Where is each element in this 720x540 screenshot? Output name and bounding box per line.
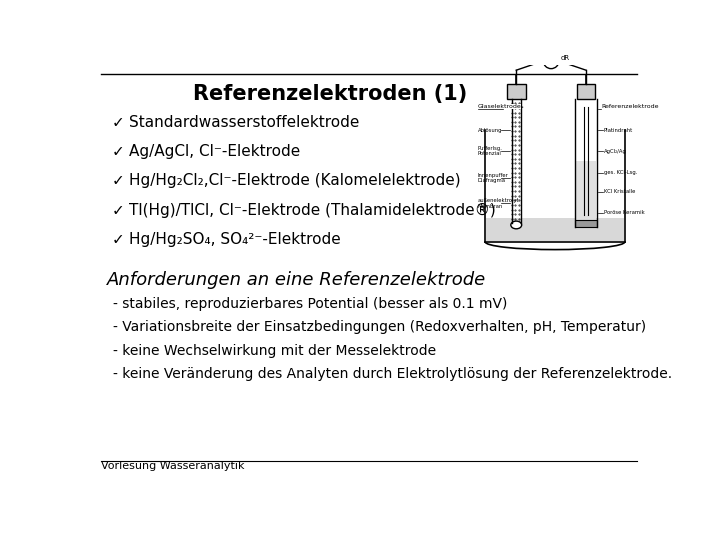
Text: Hg/Hg₂SO₄, SO₄²⁻-Elektrode: Hg/Hg₂SO₄, SO₄²⁻-Elektrode xyxy=(129,232,341,247)
Text: Referenzelektroden (1): Referenzelektroden (1) xyxy=(193,84,467,104)
Text: Referenzelektrode: Referenzelektrode xyxy=(601,104,659,109)
Bar xyxy=(486,218,624,241)
Ellipse shape xyxy=(510,221,522,229)
Text: dR: dR xyxy=(560,55,570,61)
Text: Ag/AgCl, Cl⁻-Elektrode: Ag/AgCl, Cl⁻-Elektrode xyxy=(129,144,300,159)
Text: - keine Wechselwirkung mit der Messelektrode: - keine Wechselwirkung mit der Messelekt… xyxy=(113,343,436,357)
Text: AgCl₂/Ag: AgCl₂/Ag xyxy=(604,148,626,153)
Text: KCl Kristalle: KCl Kristalle xyxy=(604,190,635,194)
Text: Standardwasserstoffelektrode: Standardwasserstoffelektrode xyxy=(129,115,359,130)
Text: Ablösung: Ablösung xyxy=(477,128,502,133)
Text: ✓: ✓ xyxy=(112,232,125,247)
Text: Platindraht: Platindraht xyxy=(604,128,633,133)
Text: ges. KCl-Lsg.: ges. KCl-Lsg. xyxy=(604,170,637,175)
Text: Glaselektrode: Glaselektrode xyxy=(477,104,521,109)
Text: ✓: ✓ xyxy=(112,202,125,218)
Text: Hg/Hg₂Cl₂,Cl⁻-Elektrode (Kalomelelektrode): Hg/Hg₂Cl₂,Cl⁻-Elektrode (Kalomelelektrod… xyxy=(129,173,460,188)
Text: ✓: ✓ xyxy=(112,173,125,188)
Text: Tl(Hg)/TlCl, Cl⁻-Elektrode (Thalamidelektrode®): Tl(Hg)/TlCl, Cl⁻-Elektrode (Thalamidelek… xyxy=(129,202,495,218)
Text: Innenpuffer
Diafragma: Innenpuffer Diafragma xyxy=(477,173,508,184)
Text: ✓: ✓ xyxy=(112,144,125,159)
Bar xyxy=(576,161,596,222)
Text: - keine Veränderung des Analyten durch Elektrolytlösung der Referenzelektrode.: - keine Veränderung des Analyten durch E… xyxy=(113,367,672,381)
Text: - Variationsbreite der Einsatzbedingungen (Redoxverhalten, pH, Temperatur): - Variationsbreite der Einsatzbedingunge… xyxy=(113,320,647,334)
Bar xyxy=(577,84,595,99)
Text: Anforderungen an eine Referenzelektrode: Anforderungen an eine Referenzelektrode xyxy=(107,271,486,289)
Text: Pufferlsg.
Potenzial: Pufferlsg. Potenzial xyxy=(477,146,503,157)
Text: - stabiles, reproduzierbares Potential (besser als 0.1 mV): - stabiles, reproduzierbares Potential (… xyxy=(113,298,508,312)
Text: außenelektrolyt
Membran: außenelektrolyt Membran xyxy=(477,198,519,209)
Bar xyxy=(507,84,526,99)
Text: ✓: ✓ xyxy=(112,115,125,130)
Bar xyxy=(575,220,597,226)
Text: Poröse Keramik: Poröse Keramik xyxy=(604,210,644,215)
Text: Vorlesung Wasseranalytik: Vorlesung Wasseranalytik xyxy=(101,461,244,471)
